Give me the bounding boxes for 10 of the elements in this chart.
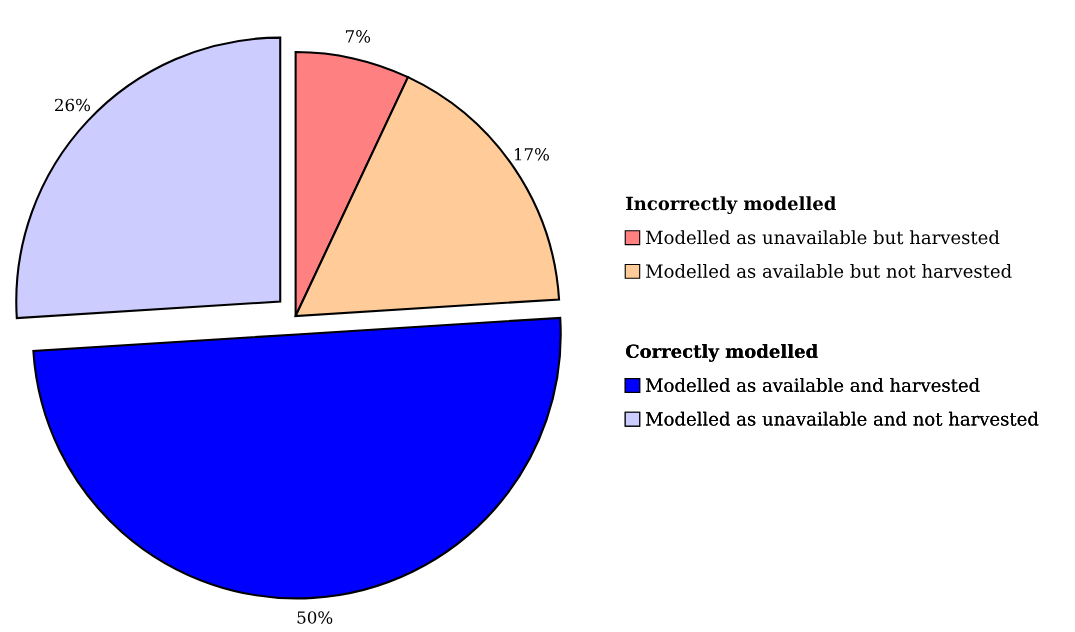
legend-label: Modelled as unavailable but harvested bbox=[646, 230, 1000, 245]
text: Correctly modelled bbox=[626, 344, 818, 362]
data-label: 50% bbox=[297, 611, 333, 624]
text: Incorrectly modelled bbox=[626, 196, 836, 214]
legend-label: Modelled as available and harvested bbox=[646, 378, 980, 393]
legend-label: Modelled as available but not harvested bbox=[646, 263, 1012, 278]
data-label: 7% bbox=[345, 30, 371, 43]
legend-label: Modelled as unavailable and not harvested bbox=[646, 411, 1039, 426]
data-label: 26% bbox=[55, 98, 91, 112]
data-label: 17% bbox=[514, 148, 549, 161]
